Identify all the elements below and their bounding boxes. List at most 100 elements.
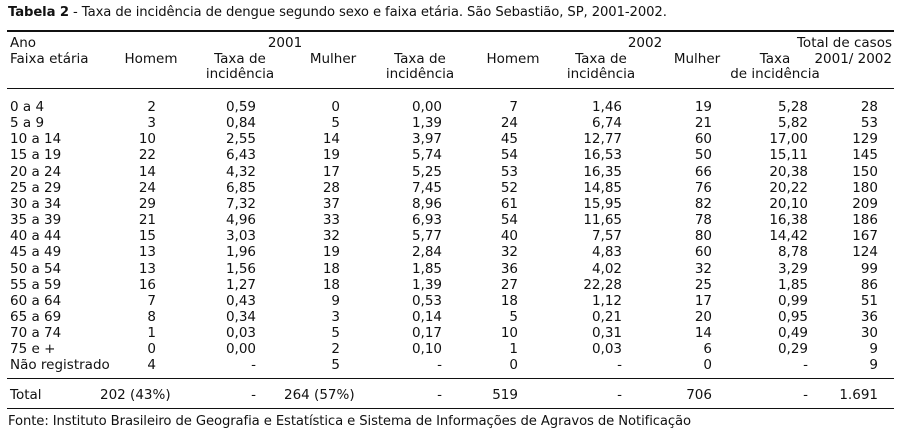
cell-taxa-2001: 0,00 — [225, 341, 256, 357]
cell-taxa2-2002: 1,85 — [777, 277, 808, 293]
cell-faixa: 70 a 74 — [10, 325, 62, 341]
cell-homem-2001: 7 — [147, 293, 156, 309]
cell-faixa: 40 a 44 — [10, 228, 62, 244]
cell-mulher-2002: 78 — [694, 212, 712, 228]
header-taxa-2001-line2: incidência — [205, 66, 275, 82]
cell-taxa-2001: 4,32 — [225, 164, 256, 180]
cell-faixa: 15 a 19 — [10, 147, 62, 163]
cell-homem-2002: 40 — [500, 228, 518, 244]
cell-taxa2-2001: 2,84 — [411, 244, 442, 260]
header-taxa-2002-line1: Taxa de — [575, 51, 627, 67]
cell-homem-2002: 27 — [500, 277, 518, 293]
cell-mulher-2001: 5 — [331, 115, 340, 131]
cell-mulher-2002: 80 — [694, 228, 712, 244]
cell-total: 9 — [869, 357, 878, 373]
cell-mulher-2001: 5 — [331, 325, 340, 341]
cell-taxa2-2001: 0,53 — [411, 293, 442, 309]
cell-total: 209 — [852, 196, 878, 212]
cell-total: 150 — [852, 164, 878, 180]
cell-total: 53 — [860, 115, 878, 131]
cell-homem-2002: 32 — [500, 244, 518, 260]
table-caption: Tabela 2 - Taxa de incidência de dengue … — [8, 5, 667, 20]
cell-mulher-2001: 2 — [331, 341, 340, 357]
cell-taxa-2002: - — [617, 387, 622, 403]
table-caption-label: Tabela 2 — [8, 5, 69, 20]
cell-taxa-2001: 6,85 — [225, 180, 256, 196]
cell-homem-2002: 5 — [509, 309, 518, 325]
cell-faixa: 35 a 39 — [10, 212, 62, 228]
cell-taxa-2002: 11,65 — [583, 212, 622, 228]
cell-taxa-2002: 4,83 — [591, 244, 622, 260]
top-rule — [7, 30, 894, 32]
cell-homem-2001: 2 — [147, 99, 156, 115]
cell-taxa2-2002: 5,28 — [777, 99, 808, 115]
cell-taxa-2002: 14,85 — [583, 180, 622, 196]
header-taxa-2002b-line1: Taxa — [759, 51, 791, 67]
cell-taxa2-2001: - — [437, 357, 442, 373]
cell-taxa-2002: 0,03 — [591, 341, 622, 357]
cell-total: 1.691 — [839, 387, 878, 403]
cell-taxa-2001: 0,84 — [225, 115, 256, 131]
cell-faixa: 10 a 14 — [10, 131, 62, 147]
cell-taxa-2002: 4,02 — [591, 261, 622, 277]
cell-taxa-2001: 0,34 — [225, 309, 256, 325]
cell-mulher-2002: 82 — [694, 196, 712, 212]
cell-faixa: 75 e + — [10, 341, 56, 357]
cell-total: 86 — [860, 277, 878, 293]
cell-faixa: 65 a 69 — [10, 309, 62, 325]
cell-mulher-2001: 17 — [322, 164, 340, 180]
cell-homem-2001: 13 — [138, 261, 156, 277]
cell-total: 99 — [860, 261, 878, 277]
cell-homem-2001: 22 — [138, 147, 156, 163]
cell-mulher-2002: 32 — [694, 261, 712, 277]
cell-homem-2001: 10 — [138, 131, 156, 147]
header-rule — [7, 88, 894, 89]
cell-faixa: 55 a 59 — [10, 277, 62, 293]
cell-taxa-2002: 16,35 — [583, 164, 622, 180]
cell-mulher-2002: 25 — [694, 277, 712, 293]
cell-taxa-2001: 0,43 — [225, 293, 256, 309]
cell-taxa2-2002: 17,00 — [769, 131, 808, 147]
cell-mulher-2002: 50 — [694, 147, 712, 163]
table-source: Fonte: Instituto Brasileiro de Geografia… — [8, 414, 691, 429]
cell-homem-2001: 3 — [147, 115, 156, 131]
cell-taxa-2001: 2,55 — [225, 131, 256, 147]
cell-taxa2-2001: 7,45 — [411, 180, 442, 196]
cell-mulher-2002: 0 — [703, 357, 712, 373]
cell-faixa: Total — [10, 387, 42, 403]
cell-taxa-2001: 1,96 — [225, 244, 256, 260]
header-homem-2002: Homem — [486, 51, 540, 67]
cell-taxa2-2002: 0,95 — [777, 309, 808, 325]
cell-homem-2002: 54 — [500, 212, 518, 228]
cell-taxa2-2002: 5,82 — [777, 115, 808, 131]
cell-taxa2-2002: 0,49 — [777, 325, 808, 341]
cell-homem-2001: 4 — [147, 357, 156, 373]
cell-taxa2-2001: 3,97 — [411, 131, 442, 147]
cell-mulher-2002: 14 — [694, 325, 712, 341]
header-year-2002: 2002 — [627, 35, 663, 51]
cell-taxa-2001: - — [251, 357, 256, 373]
cell-faixa: 50 a 54 — [10, 261, 62, 277]
cell-homem-2001: 24 — [138, 180, 156, 196]
cell-mulher-2001: 5 — [331, 357, 340, 373]
cell-taxa2-2001: 0,17 — [411, 325, 442, 341]
header-mulher-2002: Mulher — [673, 51, 721, 67]
cell-taxa2-2001: 1,85 — [411, 261, 442, 277]
cell-mulher-2002: 21 — [694, 115, 712, 131]
cell-faixa: 20 a 24 — [10, 164, 62, 180]
header-total-de-casos: Total de casos — [796, 35, 892, 51]
cell-taxa-2002: 12,77 — [583, 131, 622, 147]
cell-total: 186 — [852, 212, 878, 228]
cell-taxa2-2001: 5,25 — [411, 164, 442, 180]
cell-taxa2-2002: 20,38 — [769, 164, 808, 180]
cell-taxa-2002: - — [617, 357, 622, 373]
cell-taxa2-2002: - — [803, 357, 808, 373]
cell-mulher-2002: 19 — [694, 99, 712, 115]
cell-homem-2002: 53 — [500, 164, 518, 180]
cell-total: 9 — [869, 341, 878, 357]
cell-taxa-2001: 7,32 — [225, 196, 256, 212]
cell-total: 28 — [860, 99, 878, 115]
cell-mulher-2002: 60 — [694, 131, 712, 147]
cell-mulher-2001: 19 — [322, 147, 340, 163]
cell-homem-2001: 14 — [138, 164, 156, 180]
